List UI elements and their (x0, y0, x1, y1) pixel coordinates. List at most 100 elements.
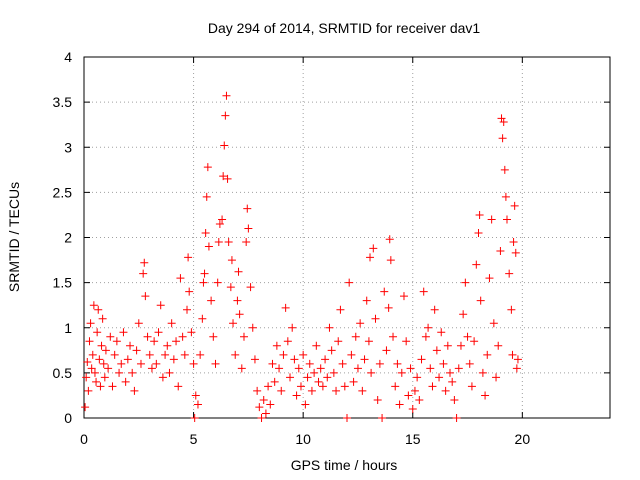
data-point (199, 278, 208, 287)
data-point (235, 310, 244, 319)
data-point (82, 373, 91, 382)
data-point (115, 368, 124, 377)
data-point (202, 192, 211, 201)
data-point (389, 332, 398, 341)
data-point (123, 355, 132, 364)
data-point (88, 350, 97, 359)
data-point (176, 274, 185, 283)
data-point (358, 386, 367, 395)
data-point (237, 364, 246, 373)
data-point (498, 134, 507, 143)
data-point (214, 238, 223, 247)
data-point (501, 192, 510, 201)
data-point (253, 386, 262, 395)
data-point (461, 278, 470, 287)
data-point (226, 283, 235, 292)
data-point (399, 292, 408, 301)
data-point (305, 359, 314, 368)
data-point (143, 332, 152, 341)
data-point (169, 355, 178, 364)
chart-title: Day 294 of 2014, SRMTID for receiver dav… (208, 20, 481, 36)
data-point (112, 337, 121, 346)
data-point (126, 341, 135, 350)
axis-ticks: 0 0.5 1 1.5 2 2.5 3 3.5 4 0 5 10 15 20 (53, 49, 610, 447)
data-point (154, 328, 163, 337)
data-point (86, 319, 95, 328)
data-point (185, 287, 194, 296)
data-point (261, 409, 270, 418)
data-point (338, 359, 347, 368)
data-point (140, 258, 149, 267)
data-point (373, 395, 382, 404)
data-point (511, 248, 520, 257)
y-tick-label: 0 (64, 410, 72, 426)
data-point (172, 337, 181, 346)
data-point (467, 382, 476, 391)
data-point (378, 414, 387, 422)
data-point (360, 355, 369, 364)
data-point (362, 296, 371, 305)
data-point (367, 368, 376, 377)
data-point (248, 323, 257, 332)
data-point (316, 364, 325, 373)
data-point (393, 359, 402, 368)
data-point (437, 328, 446, 337)
data-point (207, 296, 216, 305)
data-point (369, 244, 378, 253)
data-point (147, 364, 156, 373)
data-point (301, 400, 310, 409)
data-point (443, 341, 452, 350)
data-point (223, 174, 232, 183)
data-point (104, 364, 113, 373)
data-point (99, 359, 108, 368)
y-tick-label: 3 (64, 139, 72, 155)
data-point (296, 382, 305, 391)
data-point (483, 350, 492, 359)
data-point (288, 323, 297, 332)
x-tick-label: 0 (80, 431, 88, 447)
data-point (500, 165, 509, 174)
data-point (201, 228, 210, 237)
data-point (424, 323, 433, 332)
data-point (108, 382, 117, 391)
data-point (174, 382, 183, 391)
y-tick-label: 0.5 (53, 365, 73, 381)
data-point (264, 382, 273, 391)
data-point (203, 163, 212, 172)
data-point (183, 305, 192, 314)
data-point (512, 364, 521, 373)
data-point (167, 319, 176, 328)
data-point (497, 114, 506, 123)
data-point (384, 303, 393, 312)
data-point (178, 332, 187, 341)
data-point (145, 350, 154, 359)
data-point (229, 319, 238, 328)
data-point (340, 382, 349, 391)
data-point (222, 91, 231, 100)
data-point (191, 391, 200, 400)
data-point (156, 301, 165, 310)
x-tick-label: 20 (515, 431, 531, 447)
data-point (231, 350, 240, 359)
data-point (485, 274, 494, 283)
x-tick-label: 10 (295, 431, 311, 447)
data-point (189, 359, 198, 368)
data-point (294, 364, 303, 373)
data-point (456, 341, 465, 350)
data-point (90, 368, 99, 377)
data-point (481, 391, 490, 400)
data-point (89, 301, 98, 310)
data-point (472, 260, 481, 269)
data-point (97, 341, 106, 350)
data-point (95, 355, 104, 364)
data-point (196, 350, 205, 359)
data-point (334, 337, 343, 346)
data-point (487, 215, 496, 224)
data-point (489, 319, 498, 328)
data-point (281, 303, 290, 312)
data-point (270, 377, 279, 386)
data-point (343, 414, 351, 422)
data-point (130, 386, 139, 395)
data-point (152, 359, 161, 368)
